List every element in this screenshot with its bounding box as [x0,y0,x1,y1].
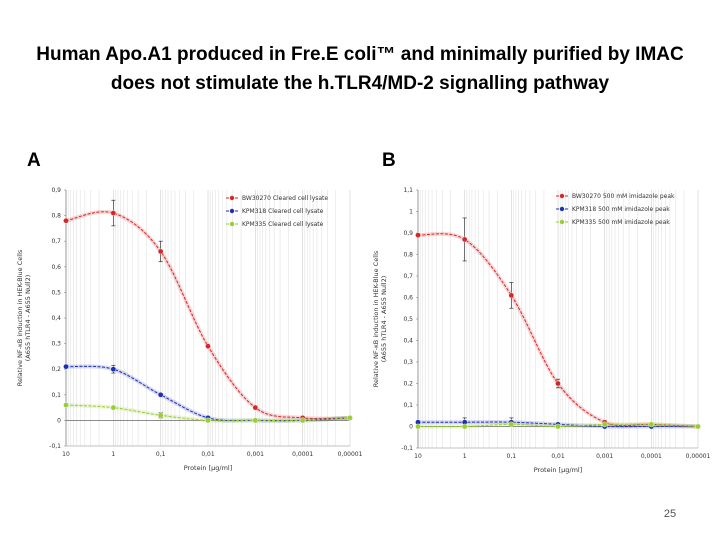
slide-title-line-1: Human Apo.A1 produced in Fre.E coli™ and… [36,44,684,65]
data-point [299,417,306,424]
y-axis-title-line-2: (A655 hTLR4 - A655 Null2) [380,276,388,362]
data-point [110,210,117,216]
slide-title: Human Apo.A1 produced in Fre.E coli™ and… [0,40,720,98]
data-point [157,391,164,398]
y-tick-label: 0,3 [403,359,413,366]
slide-title-line-2: does not stimulate the h.TLR4/MD-2 signa… [110,73,610,94]
y-tick-label: -0,1 [49,443,61,450]
data-point [347,415,353,421]
y-tick-label: 0,1 [403,402,413,409]
data-point [252,417,259,424]
y-tick-label: 0,8 [51,213,61,220]
data-point [648,421,655,428]
chart-panel-b: -0,1 0 0,1 0,2 0,3 0,4 0,5 0,6 0,7 0,8 0,9 1 1,1 10 1 0… [372,187,711,474]
x-tick-label: 0,01 [201,451,215,458]
legend-marker [229,208,235,214]
y-tick-label: 0,6 [403,295,413,302]
x-tick-label: 10 [414,453,422,460]
legend-marker [229,195,235,201]
y-tick-label: 0,9 [403,230,413,237]
data-point [252,404,259,411]
data-point [157,412,164,419]
data-point [205,343,211,349]
legend-label: BW30270 500 mM imidazole peak [572,193,675,200]
x-axis-title: Protein [µg/ml] [184,464,233,472]
y-axis-title-line-1: Relative NF-κB induction in HEK-Blue Cel… [372,250,380,387]
legend-label: KPM335 500 mM imidazole peak [572,219,670,226]
y-tick-label: 0,5 [51,289,61,296]
data-point [415,423,421,430]
x-tick-label: 0,1 [156,451,166,458]
data-point [415,232,421,238]
legend-label: KPM318 500 mM imidazole peak [572,206,670,213]
data-point [63,217,69,224]
y-tick-label: 0,8 [403,252,413,259]
y-tick-label: 0,1 [51,392,61,399]
data-point [695,423,701,430]
data-point [110,366,117,372]
x-tick-label: 0,0001 [641,453,662,460]
legend-label: KPM335 Cleared cell lysate [242,221,324,228]
x-tick-label: 0,01 [551,453,565,460]
x-tick-label: 0,0001 [292,451,313,458]
x-tick-label: 0,001 [596,453,613,460]
legend-label: BW30270 Cleared cell lysate [242,195,328,202]
data-point [555,423,561,430]
y-tick-label: 1 [409,209,413,216]
data-point [63,363,69,370]
x-tick-label: 1 [111,451,115,458]
x-tick-label: 0,1 [507,453,517,460]
y-tick-label: 0,5 [403,316,413,323]
page-number: 25 [663,508,677,520]
panel-label-a: A [27,150,41,171]
x-tick-label: 1 [463,453,467,460]
panel-label-b: B [382,150,396,171]
data-point [508,292,515,299]
y-tick-label: 0,9 [51,187,61,194]
data-point [461,423,468,430]
data-point [205,417,211,424]
x-tick-label: 10 [62,451,70,458]
y-axis-title-line-2: (A655 hTLR4 - A655 Null2) [24,275,32,361]
y-tick-label: 0,4 [51,315,61,322]
x-tick-label: 0,001 [247,451,264,458]
y-tick-label: 0,3 [51,341,61,348]
data-point [63,402,69,408]
data-point [508,421,515,428]
x-axis-title: Protein [µg/ml] [534,466,583,474]
data-point [110,404,117,411]
y-axis-title-line-1: Relative NF-κB induction in HEK-Blue Cel… [16,249,24,386]
legend-marker [559,193,565,199]
x-tick-label: 0,00001 [338,451,363,458]
legend-marker [559,206,565,212]
y-tick-label: -0,1 [401,445,413,452]
y-tick-label: 0,2 [403,381,413,388]
y-tick-label: 0 [409,424,413,431]
data-point [461,236,468,243]
y-tick-label: 0,7 [51,238,61,245]
chart-panel-a: -0,1 0 0,1 0,2 0,3 0,4 0,5 0,6 0,7 0,8 0,9 10 1 0,1 0,… [16,187,363,472]
data-point [555,380,561,387]
y-tick-label: 1,1 [403,187,413,194]
legend-label: KPM318 Cleared cell lysate [242,208,324,215]
y-tick-label: 0,2 [51,366,61,373]
y-tick-label: 0,6 [51,264,61,271]
legend-marker [229,221,235,227]
data-point [601,421,608,428]
y-tick-label: 0,7 [403,273,413,280]
y-tick-label: 0 [57,417,61,424]
legend-marker [559,219,565,225]
data-point [157,248,164,255]
y-tick-label: 0,4 [403,338,413,345]
x-tick-label: 0,00001 [686,453,711,460]
